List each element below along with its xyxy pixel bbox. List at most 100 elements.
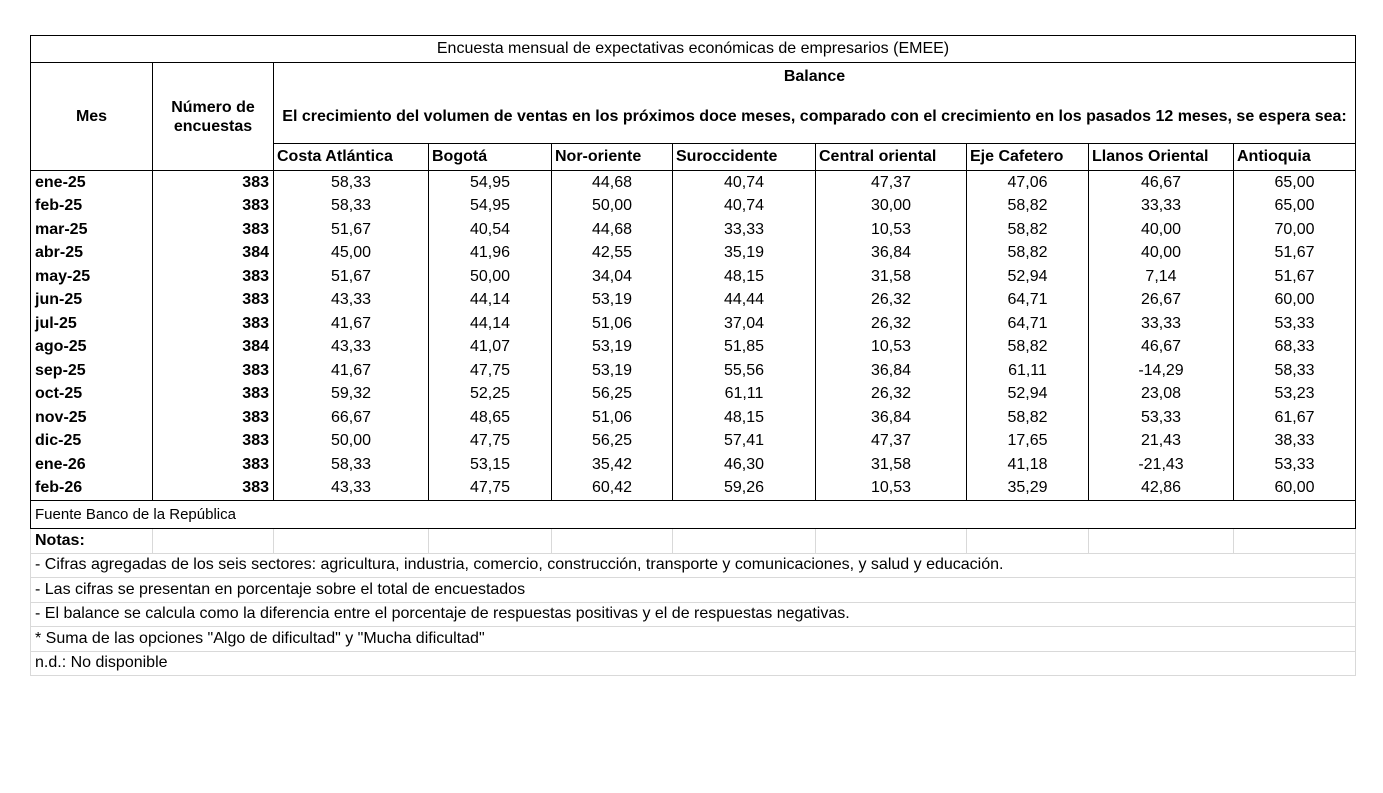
value-cell: 58,82 (966, 194, 1089, 218)
count-header: Número de encuestas (152, 62, 274, 171)
value-cell: 31,58 (815, 265, 967, 289)
month-cell: mar-25 (30, 218, 153, 242)
data-row: dic-25 383 50,00 47,75 56,25 57,41 47,37 17,65 2… (30, 429, 1356, 453)
value-cell: 44,44 (672, 288, 816, 312)
value-cell: 51,67 (1233, 265, 1356, 289)
region-header: Central oriental (815, 143, 967, 171)
month-header: Mes (30, 62, 153, 171)
value-cell: 54,95 (428, 194, 552, 218)
value-cell: 41,07 (428, 335, 552, 359)
note: n.d.: No disponible (30, 650, 1356, 676)
table-body: Encuesta mensual de expectativas económi… (30, 35, 1356, 676)
value-cell: 21,43 (1088, 429, 1234, 453)
value-cell: 35,29 (966, 476, 1089, 501)
value-cell: 58,82 (966, 406, 1089, 430)
region-header: Suroccidente (672, 143, 816, 171)
value-cell: 40,54 (428, 218, 552, 242)
month-cell: feb-26 (30, 476, 153, 501)
count-cell: 384 (152, 241, 274, 265)
value-cell: 51,67 (1233, 241, 1356, 265)
data-row: ene-26 383 58,33 53,15 35,42 46,30 31,58 41,18-… (30, 453, 1356, 477)
value-cell: 10,53 (815, 335, 967, 359)
note: * Suma de las opciones "Algo de dificult… (30, 626, 1356, 652)
region-header: Costa Atlántica (273, 143, 429, 171)
value-cell: 23,08 (1088, 382, 1234, 406)
value-cell: 33,33 (672, 218, 816, 242)
count-cell: 383 (152, 288, 274, 312)
empty-cell (672, 528, 816, 554)
region-header: Bogotá (428, 143, 552, 171)
count-cell: 384 (152, 335, 274, 359)
count-cell: 383 (152, 453, 274, 477)
value-cell: 44,14 (428, 288, 552, 312)
value-cell: 58,33 (273, 170, 429, 195)
region-header: Nor-oriente (551, 143, 673, 171)
empty-cell (1233, 528, 1356, 554)
value-cell: 65,00 (1233, 170, 1356, 195)
value-cell: 60,00 (1233, 288, 1356, 312)
value-cell: 41,67 (273, 312, 429, 336)
value-cell: 38,33 (1233, 429, 1356, 453)
month-cell: jul-25 (30, 312, 153, 336)
value-cell: 46,67 (1088, 170, 1234, 195)
value-cell: 50,00 (551, 194, 673, 218)
value-cell: 17,65 (966, 429, 1089, 453)
note: - Cifras agregadas de los seis sectores:… (30, 552, 1356, 578)
region-header: Eje Cafetero (966, 143, 1089, 171)
value-cell: 42,86 (1088, 476, 1234, 501)
value-cell: 44,14 (428, 312, 552, 336)
data-table: Encuesta mensual de expectativas económi… (30, 35, 1356, 676)
data-row: feb-26 383 43,33 47,75 60,42 59,26 10,53 35,29 4… (30, 476, 1356, 501)
header-row: Mes Número de encuestas Balance (30, 62, 1356, 171)
value-cell: 53,33 (1233, 312, 1356, 336)
month-cell: ago-25 (30, 335, 153, 359)
value-cell: 54,95 (428, 170, 552, 195)
count-cell: 383 (152, 312, 274, 336)
value-cell: 60,42 (551, 476, 673, 501)
value-cell: 64,71 (966, 288, 1089, 312)
empty-cell (1088, 528, 1234, 554)
month-cell: dic-25 (30, 429, 153, 453)
value-cell: 51,85 (672, 335, 816, 359)
value-cell: 42,55 (551, 241, 673, 265)
source-note: Fuente Banco de la República (30, 500, 1356, 529)
month-cell: jun-25 (30, 288, 153, 312)
value-cell: 53,19 (551, 288, 673, 312)
value-cell: 53,19 (551, 359, 673, 383)
count-cell: 383 (152, 194, 274, 218)
region-header: Llanos Oriental (1088, 143, 1234, 171)
value-cell: 33,33 (1088, 194, 1234, 218)
value-cell: 58,82 (966, 241, 1089, 265)
data-row: ago-25 384 43,33 41,07 53,19 51,85 10,53 58,82 4… (30, 335, 1356, 359)
value-cell: 56,25 (551, 382, 673, 406)
data-row: mar-25 383 51,67 40,54 44,68 33,33 10,53 58,82 4… (30, 218, 1356, 242)
value-cell: 51,67 (273, 218, 429, 242)
value-cell: 47,06 (966, 170, 1089, 195)
count-cell: 383 (152, 406, 274, 430)
value-cell: 44,68 (551, 218, 673, 242)
data-row: ene-25 383 58,33 54,95 44,68 40,74 47,37 47,06 4… (30, 170, 1356, 195)
value-cell: 43,33 (273, 288, 429, 312)
value-cell: 52,94 (966, 382, 1089, 406)
note-row: n.d.: No disponible (30, 650, 1356, 676)
value-cell: 47,37 (815, 170, 967, 195)
value-cell: 26,32 (815, 382, 967, 406)
value-cell: 58,82 (966, 335, 1089, 359)
value-cell: 30,00 (815, 194, 967, 218)
value-cell: 64,71 (966, 312, 1089, 336)
month-cell: may-25 (30, 265, 153, 289)
note-row: - Cifras agregadas de los seis sectores:… (30, 552, 1356, 578)
note-row: - El balance se calcula como la diferenc… (30, 601, 1356, 627)
note-row: * Suma de las opciones "Algo de dificult… (30, 626, 1356, 652)
question-header: El crecimiento del volumen de ventas en … (273, 90, 1356, 144)
value-cell: 41,96 (428, 241, 552, 265)
count-cell: 383 (152, 170, 274, 195)
regions-row: Costa Atlántica Bogotá Nor-oriente Suroccid… (31, 143, 1356, 171)
note: - El balance se calcula como la diferenc… (30, 601, 1356, 627)
value-cell: 44,68 (551, 170, 673, 195)
month-cell: feb-25 (30, 194, 153, 218)
note: - Las cifras se presentan en porcentaje … (30, 577, 1356, 603)
value-cell: 43,33 (273, 476, 429, 501)
value-cell: 60,00 (1233, 476, 1356, 501)
data-row: may-25 383 51,67 50,00 34,04 48,15 31,58 52,94 7… (30, 265, 1356, 289)
